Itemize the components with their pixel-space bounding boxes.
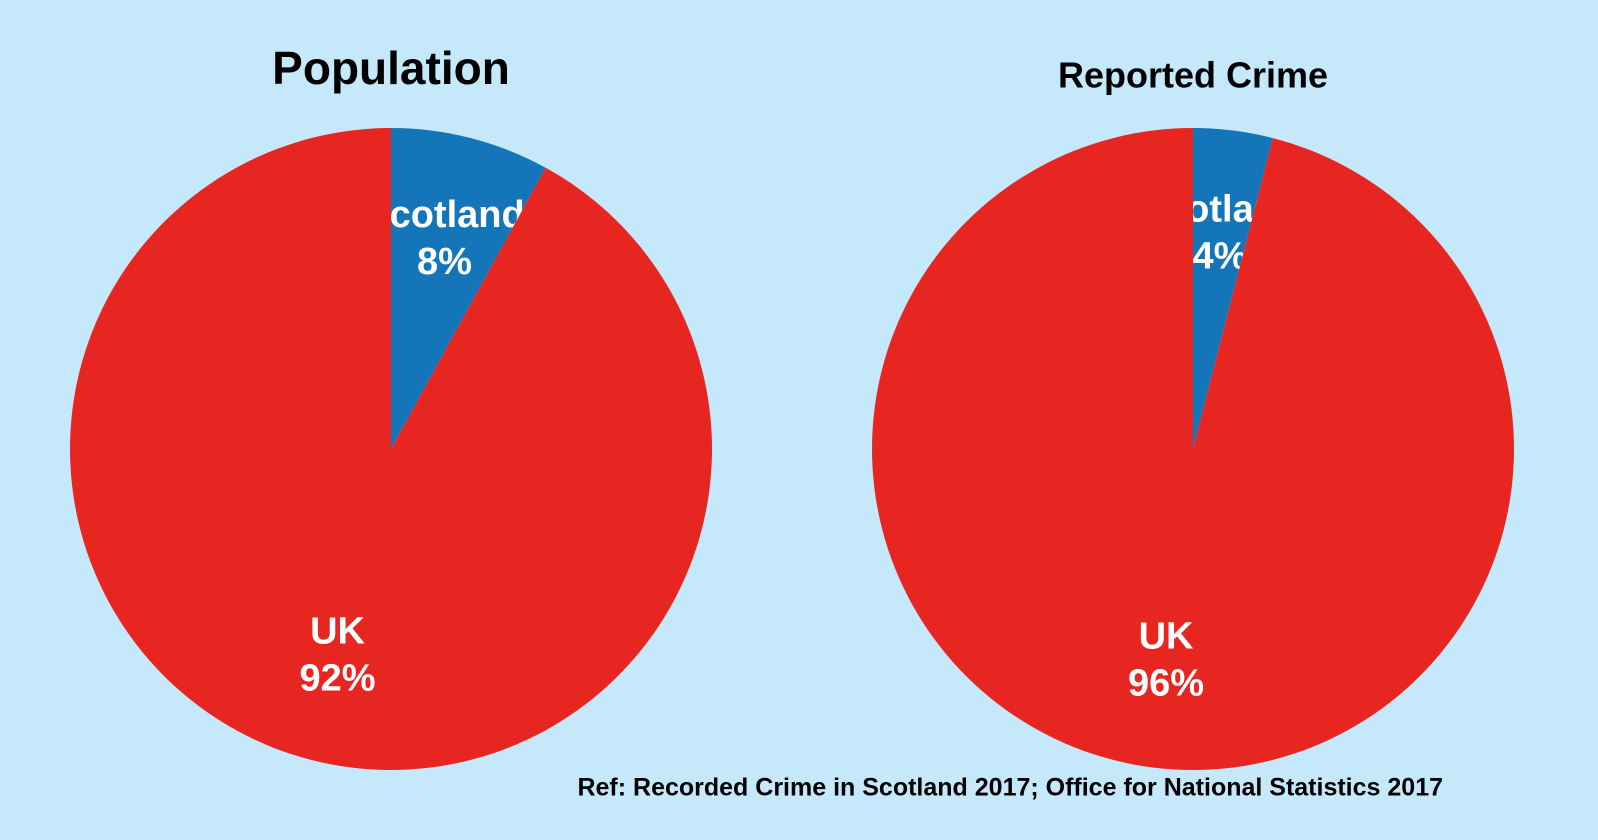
- pie-slice: [69, 128, 712, 771]
- value-label: 4%: [1192, 236, 1247, 278]
- source-note: Ref: Recorded Crime in Scotland 2017; Of…: [577, 774, 1443, 802]
- value-label: 8%: [417, 241, 472, 283]
- value-label: 96%: [1128, 662, 1204, 704]
- chart-title: Reported Crime: [1058, 55, 1328, 96]
- chart-title: Population: [272, 42, 510, 94]
- pie-slice: [1193, 128, 1273, 449]
- slice-label: UK: [1139, 615, 1194, 657]
- value-label: 92%: [300, 657, 376, 699]
- pie-slice: [391, 128, 546, 449]
- slice-label: UK: [310, 610, 365, 652]
- pie-slice: [871, 128, 1514, 771]
